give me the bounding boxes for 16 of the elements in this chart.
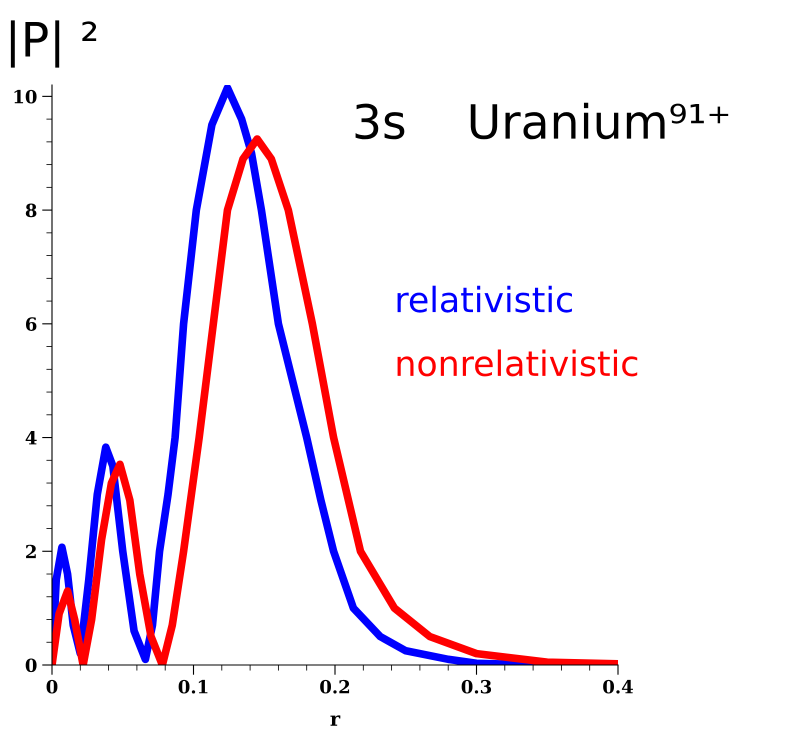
y-tick-label: 2 [26, 544, 36, 558]
x-axis-title: r [330, 715, 340, 726]
x-tick-label: 0.2 [320, 680, 350, 694]
y-tick-label: 8 [26, 204, 36, 218]
y-axis-title: |P| ² [10, 20, 96, 68]
x-tick-label: 0 [46, 680, 58, 694]
text: nonrelativistic [398, 350, 638, 376]
y-tick-label: 10 [14, 90, 37, 104]
chart-title: 3s Uranium⁹¹⁺ [356, 102, 728, 140]
y-tick-label: 6 [26, 317, 36, 331]
x-tick-label: 0.4 [603, 680, 633, 694]
x-tick-label: 0.1 [178, 680, 208, 694]
y-tick-label: 4 [26, 431, 37, 444]
x-tick-label: 0.3 [462, 680, 492, 694]
text: relativistic [398, 286, 572, 313]
y-tick-label: 0 [26, 658, 37, 672]
